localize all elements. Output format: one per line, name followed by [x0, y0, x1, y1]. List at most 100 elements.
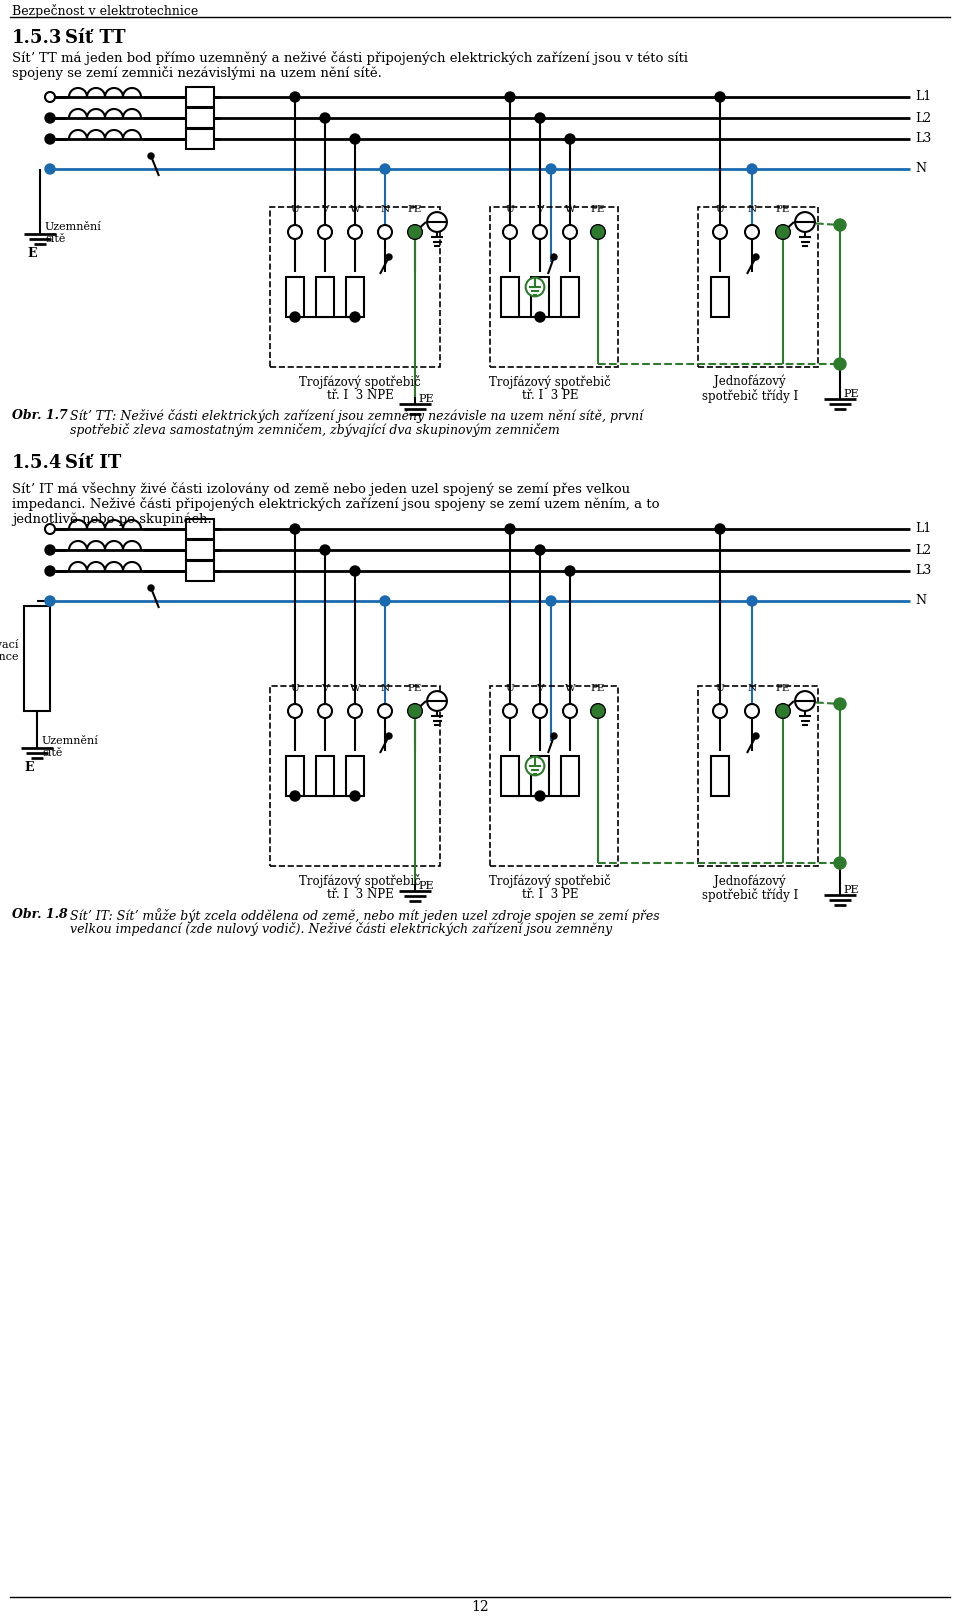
Circle shape: [776, 225, 790, 239]
Text: V: V: [322, 684, 328, 694]
Circle shape: [715, 524, 725, 534]
Circle shape: [533, 703, 547, 718]
Text: PE: PE: [843, 390, 858, 399]
Circle shape: [535, 545, 545, 555]
Circle shape: [591, 703, 605, 718]
Circle shape: [777, 226, 789, 238]
Circle shape: [551, 733, 557, 739]
Bar: [186, 519, 214, 538]
Bar: [711, 757, 729, 796]
Circle shape: [380, 163, 390, 175]
Text: PE: PE: [418, 395, 434, 404]
Circle shape: [713, 703, 727, 718]
Circle shape: [591, 225, 605, 239]
Bar: [698, 207, 818, 367]
Text: PE: PE: [776, 205, 790, 213]
Text: impedanci. Neživé části připojených elektrických zařízení jsou spojeny se zemí u: impedanci. Neživé části připojených elek…: [12, 496, 660, 511]
Bar: [490, 686, 618, 867]
Circle shape: [409, 226, 421, 238]
Text: Síť TT: Síť TT: [65, 29, 126, 47]
Bar: [531, 757, 549, 796]
Circle shape: [148, 585, 154, 590]
Text: Oddělovací
impedance: Oddělovací impedance: [0, 640, 19, 661]
Circle shape: [380, 597, 390, 606]
Text: Obr. 1.7: Obr. 1.7: [12, 409, 68, 422]
Circle shape: [386, 254, 392, 260]
Circle shape: [834, 699, 846, 710]
Bar: [186, 561, 214, 581]
Text: 1.5.4: 1.5.4: [12, 454, 62, 472]
Text: L1: L1: [915, 91, 931, 103]
Text: U: U: [715, 205, 725, 213]
Circle shape: [45, 597, 55, 606]
Text: Uzemnění
sítě: Uzemnění sítě: [45, 222, 102, 244]
Circle shape: [777, 705, 789, 716]
Text: Jednofázový: Jednofázový: [714, 875, 786, 888]
Bar: [186, 87, 214, 107]
Bar: [316, 277, 334, 317]
Text: PE: PE: [408, 205, 422, 213]
Text: Uzemnění
sítě: Uzemnění sítě: [42, 736, 99, 758]
Text: Trojfázový spotřebič: Trojfázový spotřebič: [300, 875, 420, 888]
Text: Obr. 1.8: Obr. 1.8: [12, 909, 68, 922]
Text: W: W: [349, 684, 360, 694]
Text: L3: L3: [915, 133, 931, 146]
Bar: [186, 129, 214, 149]
Circle shape: [45, 134, 55, 144]
Text: L1: L1: [915, 522, 931, 535]
Circle shape: [45, 92, 55, 102]
Text: E: E: [25, 762, 34, 775]
Bar: [270, 207, 440, 367]
Bar: [490, 207, 618, 367]
Text: W: W: [564, 684, 575, 694]
Circle shape: [535, 312, 545, 322]
Circle shape: [565, 566, 575, 576]
Circle shape: [505, 92, 515, 102]
Bar: [501, 757, 519, 796]
Bar: [346, 757, 364, 796]
Bar: [711, 277, 729, 317]
Text: V: V: [537, 684, 543, 694]
Circle shape: [409, 705, 421, 716]
Bar: [561, 277, 579, 317]
Circle shape: [713, 225, 727, 239]
Text: 1.5.3: 1.5.3: [12, 29, 62, 47]
Bar: [346, 277, 364, 317]
Text: velkou impedancí (zde nulový vodič). Neživé části elektrických zařízení jsou zem: velkou impedancí (zde nulový vodič). Než…: [70, 922, 612, 936]
Text: N: N: [748, 205, 756, 213]
Text: U: U: [506, 684, 515, 694]
Text: V: V: [322, 205, 328, 213]
Circle shape: [348, 703, 362, 718]
Text: Jednofázový: Jednofázový: [714, 375, 786, 388]
Text: PE: PE: [590, 684, 605, 694]
Circle shape: [535, 791, 545, 800]
Text: spotřebič třídy I: spotřebič třídy I: [702, 888, 798, 902]
Circle shape: [45, 545, 55, 555]
Text: Sítʼ TT má jeden bod přímo uzemněný a neživé části připojených elektrických zaří: Sítʼ TT má jeden bod přímo uzemněný a ne…: [12, 52, 688, 65]
Circle shape: [290, 312, 300, 322]
Circle shape: [834, 857, 846, 868]
Circle shape: [288, 703, 302, 718]
Circle shape: [350, 312, 360, 322]
Text: tř. I  3 NPE: tř. I 3 NPE: [326, 888, 394, 901]
Text: U: U: [506, 205, 515, 213]
Circle shape: [320, 113, 330, 123]
Text: N: N: [915, 595, 926, 608]
Circle shape: [288, 225, 302, 239]
Bar: [698, 686, 818, 867]
Circle shape: [290, 524, 300, 534]
Bar: [316, 757, 334, 796]
Circle shape: [290, 791, 300, 800]
Circle shape: [503, 225, 517, 239]
Text: N: N: [380, 684, 390, 694]
Text: U: U: [715, 684, 725, 694]
Text: Trojfázový spotřebič: Trojfázový spotřebič: [300, 375, 420, 390]
Text: Sítʼ TT: Neživé části elektrických zařízení jsou zemněny nezávisle na uzem nění : Sítʼ TT: Neživé části elektrických zaříz…: [70, 409, 643, 424]
Text: PE: PE: [843, 884, 858, 894]
Text: tř. I  3 NPE: tř. I 3 NPE: [326, 390, 394, 403]
Text: spotřebič třídy I: spotřebič třídy I: [702, 390, 798, 403]
Circle shape: [45, 566, 55, 576]
Circle shape: [715, 92, 725, 102]
Circle shape: [551, 254, 557, 260]
Circle shape: [795, 212, 815, 231]
